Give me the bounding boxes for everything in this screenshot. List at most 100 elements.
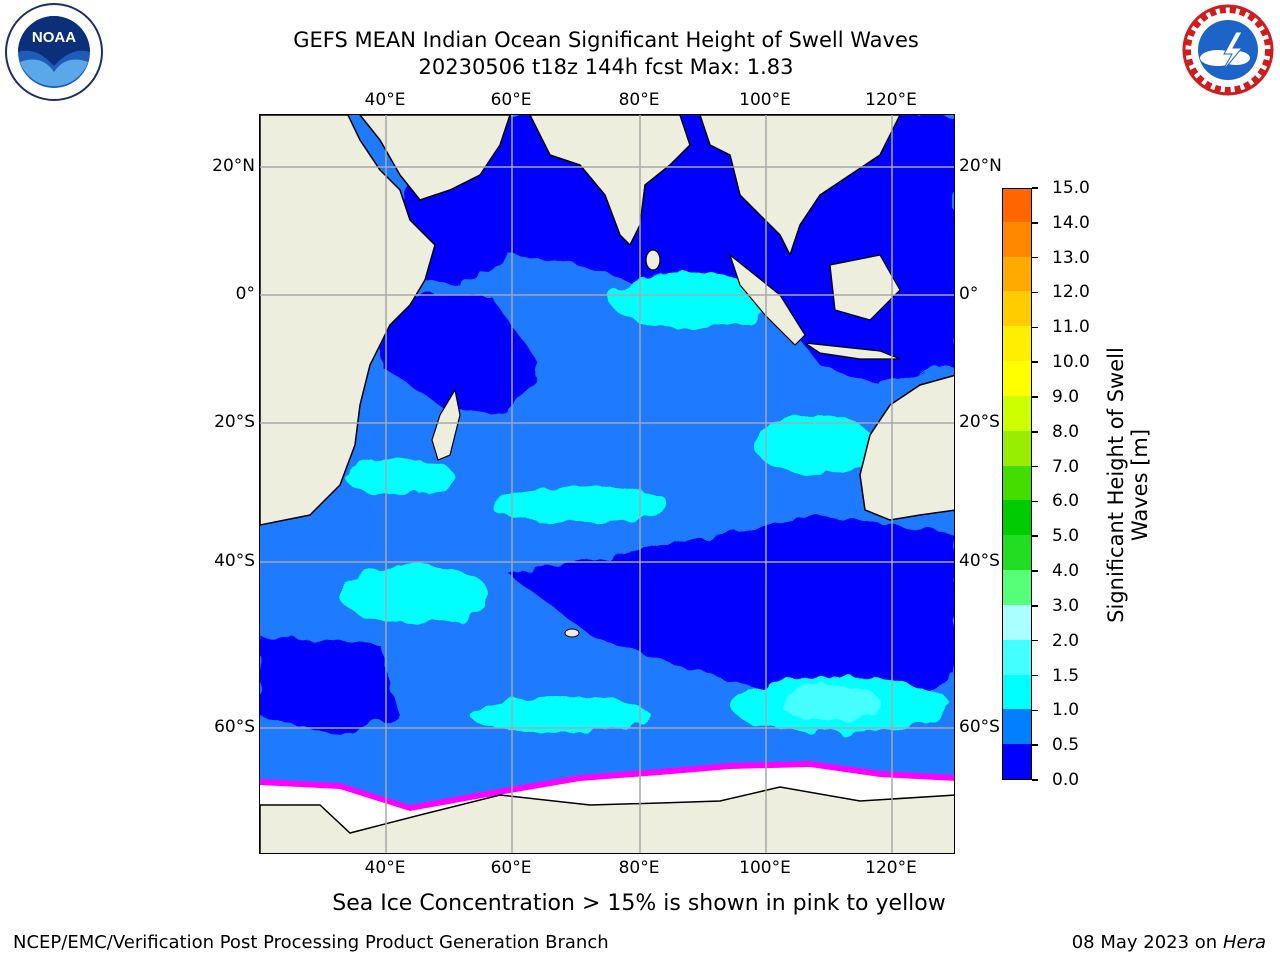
calm-zone-southern [510, 515, 954, 715]
colorbar-tick-mark [1032, 535, 1038, 537]
y-tick-right-60s: 60°S [959, 717, 1000, 737]
colorbar-tick-mark [1032, 500, 1038, 503]
y-tick-left-0: 0° [235, 284, 255, 304]
graticule [260, 115, 954, 853]
colorbar-segment [1003, 708, 1031, 745]
colorbar-tick-label: 6.0 [1052, 491, 1080, 512]
footer-date: 08 May 2023 on Hera [1072, 932, 1266, 954]
colorbar-segment [1003, 325, 1031, 362]
swell-zone-west-australia [755, 415, 875, 475]
y-tick-left-60s: 60°S [214, 717, 255, 737]
borneo-landmass [829, 254, 901, 321]
colorbar-segment [1003, 534, 1031, 571]
colorbar-tick-label: 10.0 [1052, 352, 1090, 373]
colorbar-tick-mark [1032, 291, 1038, 294]
x-tick-top-120e: 120°E [865, 90, 917, 110]
colorbar-tick-label: 0.0 [1052, 770, 1080, 790]
x-tick-top-80e: 80°E [618, 90, 660, 110]
colorbar-segment [1003, 604, 1031, 640]
footer-producer: NCEP/EMC/Verification Post Processing Pr… [13, 932, 609, 953]
colorbar-segment [1003, 256, 1031, 292]
y-tick-left-20s: 20°S [214, 412, 255, 432]
colorbar-tick-mark [1032, 187, 1038, 189]
colorbar-tick-label: 14.0 [1052, 212, 1090, 233]
southeast-asia-landmass [699, 115, 901, 257]
kerguelen-island [564, 628, 580, 638]
java-landmass [804, 342, 901, 360]
colorbar-tick-label: 7.0 [1052, 456, 1080, 477]
colorbar-tick-mark [1032, 256, 1038, 259]
swell-zone-southeast-peak [780, 685, 880, 721]
colorbar-tick-label: 11.0 [1052, 317, 1090, 338]
x-tick-bottom-60e: 60°E [490, 858, 532, 878]
x-tick-top-60e: 60°E [490, 90, 532, 110]
map-subtitle: 20230506 t18z 144h fcst Max: 1.83 [418, 55, 794, 79]
y-tick-right-20s: 20°S [959, 412, 1000, 432]
colorbar-tick-label: 4.0 [1052, 561, 1080, 582]
y-tick-right-0: 0° [959, 284, 979, 304]
colorbar-tick-mark [1032, 779, 1038, 781]
swell-zone-southwest [340, 565, 490, 625]
colorbar-segment [1003, 743, 1031, 779]
sea-ice-caption: Sea Ice Concentration > 15% is shown in … [332, 891, 946, 916]
colorbar-tick-label: 5.0 [1052, 526, 1080, 547]
x-tick-top-100e: 100°E [739, 90, 791, 110]
australia-landmass [859, 374, 954, 521]
india-landmass [529, 115, 691, 247]
sri-lanka-landmass [645, 249, 661, 271]
colorbar-tick-mark [1032, 570, 1038, 572]
colorbar-tick-mark [1032, 674, 1038, 677]
map-panel [259, 114, 955, 854]
colorbar-tick-label: 12.0 [1052, 282, 1090, 303]
x-tick-bottom-100e: 100°E [739, 858, 791, 878]
colorbar-tick-mark [1032, 465, 1038, 468]
x-tick-bottom-120e: 120°E [865, 858, 917, 878]
colorbar-tick-label: 8.0 [1052, 421, 1080, 442]
swell-height-map [260, 115, 954, 853]
colorbar-tick-mark [1032, 605, 1038, 607]
calm-zone-west-tropics [380, 295, 540, 415]
colorbar-tick-label: 2.0 [1052, 630, 1080, 651]
colorbar [1002, 188, 1032, 780]
colorbar-segment [1003, 360, 1031, 396]
colorbar-tick-mark [1032, 744, 1038, 746]
colorbar-title-line2: Waves [m] [1128, 428, 1152, 542]
antarctica-landmass [260, 786, 954, 853]
colorbar-segment [1003, 290, 1031, 327]
calm-zone-southwest [260, 635, 400, 735]
colorbar-tick-mark [1032, 639, 1038, 642]
x-tick-bottom-80e: 80°E [618, 858, 660, 878]
colorbar-segment [1003, 189, 1031, 222]
colorbar-tick-label: 15.0 [1052, 178, 1090, 198]
swell-zone-mid-ocean [490, 487, 670, 523]
colorbar-tick-mark [1032, 431, 1038, 433]
y-tick-left-20n: 20°N [212, 156, 255, 176]
colorbar-title: Significant Height of Swell Waves [m] [1104, 305, 1152, 665]
swell-zone-south-madagascar [345, 459, 455, 495]
colorbar-tick-mark [1032, 361, 1038, 363]
madagascar-landmass [431, 388, 461, 461]
colorbar-tick-label: 0.5 [1052, 735, 1080, 756]
colorbar-tick-label: 1.0 [1052, 700, 1080, 721]
colorbar-segment [1003, 465, 1031, 501]
x-tick-top-40e: 40°E [364, 90, 406, 110]
colorbar-tick-mark [1032, 396, 1038, 398]
colorbar-tick-label: 13.0 [1052, 247, 1090, 268]
colorbar-segment [1003, 499, 1031, 536]
colorbar-tick-mark [1032, 709, 1038, 712]
colorbar-tick-label: 9.0 [1052, 386, 1080, 407]
colorbar-tick-label: 1.5 [1052, 665, 1080, 686]
noaa-logo: NOAA [2, 2, 106, 110]
swell-zone-south-central [470, 697, 650, 733]
y-tick-left-40s: 40°S [214, 551, 255, 571]
colorbar-segment [1003, 221, 1031, 257]
high-swell-zones [340, 272, 950, 733]
national-weather-service-logo [1178, 2, 1278, 106]
colorbar-segment [1003, 395, 1031, 431]
colorbar-segment [1003, 430, 1031, 466]
colorbar-segment [1003, 639, 1031, 675]
noaa-logo-text: NOAA [32, 29, 76, 46]
x-tick-bottom-40e: 40°E [364, 858, 406, 878]
colorbar-tick-label: 3.0 [1052, 595, 1080, 616]
colorbar-title-line1: Significant Height of Swell [1104, 347, 1128, 623]
